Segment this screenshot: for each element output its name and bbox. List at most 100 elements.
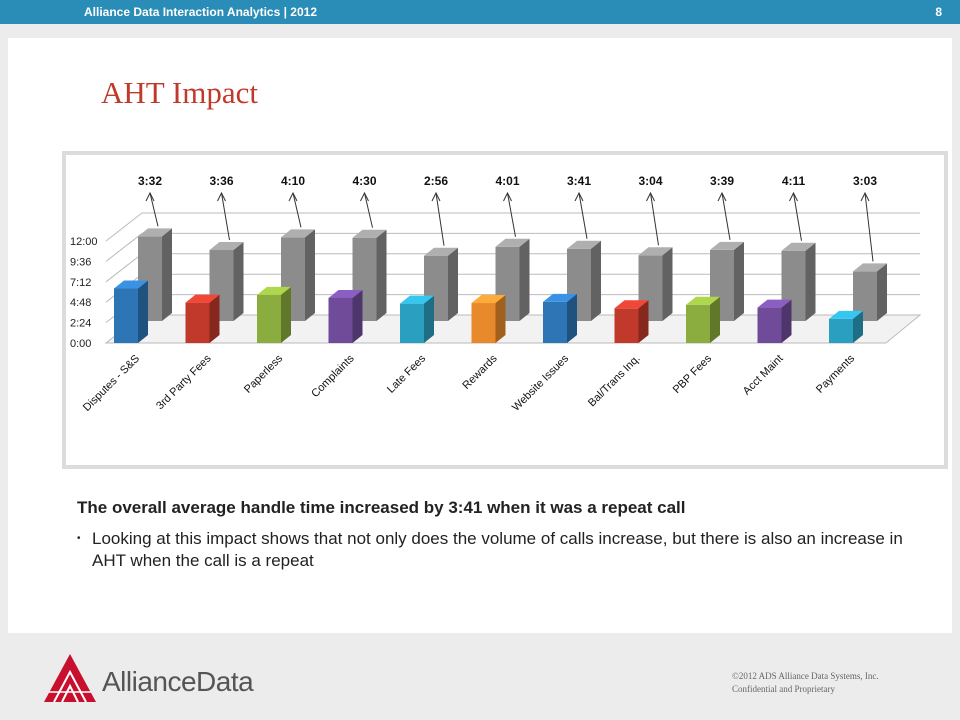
annotation-arrow <box>221 192 230 241</box>
bar-front-front <box>686 304 710 343</box>
bar-front-top <box>757 299 792 308</box>
annotation-arrow <box>793 192 802 241</box>
annotation-arrowhead <box>431 191 441 202</box>
annotation-arrowhead <box>717 191 727 202</box>
bar-front-top <box>185 294 220 303</box>
bar-front-top <box>686 296 720 305</box>
annotation-arrow <box>864 192 874 262</box>
bar-back-side <box>662 247 673 321</box>
bar-front-front <box>543 301 567 343</box>
header-bar: Alliance Data Interaction Analytics | 20… <box>0 0 960 24</box>
bar-front-front <box>400 303 424 343</box>
annotation-arrowhead <box>288 191 298 202</box>
bar-front-front <box>328 297 353 343</box>
chart-frame: 0:00 2:24 4:48 7:12 9:36 12:00 3:32 Disputes - … <box>62 151 948 469</box>
annotation-label: 3:39 <box>710 174 734 188</box>
x-tick-label: Bal/Trans Inq. <box>586 353 643 410</box>
bar-front-front <box>471 303 496 343</box>
annotation-label: 4:01 <box>495 174 519 188</box>
bar-front-side <box>781 299 792 343</box>
slide-body: The overall average handle time increase… <box>77 498 907 572</box>
bar-back-side <box>591 240 601 321</box>
bar-front-front <box>114 288 138 343</box>
slide-title: AHT Impact <box>101 75 258 110</box>
y-tick-label: 0:00 <box>70 338 91 350</box>
bar-front-side <box>424 295 434 343</box>
logo-text: AllianceData <box>102 666 254 697</box>
annotation-arrowhead <box>360 191 369 202</box>
y-tick-label: 2:24 <box>70 318 91 330</box>
annotation-arrow <box>721 192 731 240</box>
annotation-arrowhead <box>789 191 798 202</box>
bar-front-front <box>257 294 281 343</box>
bar-back-top <box>638 247 673 256</box>
grid-diagonal <box>105 253 143 283</box>
x-tick-label: 3rd Party Fees <box>154 352 214 412</box>
grid-diagonal <box>105 212 143 242</box>
bar-front-side <box>138 280 148 343</box>
annotation-label: 3:03 <box>853 174 877 188</box>
copyright: ©2012 ADS Alliance Data Systems, Inc. Co… <box>732 670 879 696</box>
annotation-arrow <box>435 192 445 246</box>
headline-text: The overall average handle time increase… <box>77 498 686 517</box>
bar-front-top <box>614 300 649 309</box>
bullet-item: • Looking at this impact shows that not … <box>77 528 907 572</box>
bar-front-top <box>543 293 577 302</box>
annotation-arrowhead <box>503 191 512 202</box>
x-tick-label: Paperless <box>242 352 285 395</box>
bar-back-side <box>805 242 816 321</box>
bar-front-side <box>495 295 506 343</box>
annotation-arrow <box>292 192 302 228</box>
header-title: Alliance Data Interaction Analytics | 20… <box>84 5 318 19</box>
bar-front-top <box>829 310 863 319</box>
bar-back-side <box>233 242 244 321</box>
x-tick-label: Payments <box>814 352 857 395</box>
bar-back-side <box>734 241 744 321</box>
bar-front-top <box>400 295 434 304</box>
annotation-arrowhead <box>145 191 155 202</box>
annotation-label: 3:32 <box>138 174 162 188</box>
bar-back-top <box>853 263 887 272</box>
bar-front-top <box>328 289 363 298</box>
bar-back-top <box>352 229 387 238</box>
page-number: 8 <box>935 5 942 19</box>
bar-front-top <box>257 286 291 295</box>
x-tick-label: Rewards <box>460 352 500 392</box>
x-tick-label: Acct Maint <box>741 353 786 398</box>
bar-front-side <box>710 296 720 343</box>
grid-diagonal <box>105 233 143 262</box>
copyright-line-2: Confidential and Proprietary <box>732 684 835 694</box>
bar-front-front <box>614 308 639 343</box>
annotation-arrowhead <box>574 191 584 202</box>
bar-front-front <box>185 302 210 343</box>
bar-front-side <box>281 286 291 343</box>
x-tick-label: Disputes - S&S <box>81 353 142 414</box>
bar-front-top <box>114 280 148 289</box>
bar-back-top <box>567 240 601 249</box>
bar-front-side <box>352 289 363 343</box>
logo-mark-icon <box>44 654 96 703</box>
annotation-label: 3:36 <box>209 174 233 188</box>
x-tick-label: Website Issues <box>510 352 571 413</box>
bar-back-side <box>519 238 530 321</box>
bar-back-side <box>305 229 315 321</box>
bar-back-side <box>376 229 387 321</box>
bar-back-side <box>448 247 458 321</box>
annotation-arrow <box>507 192 516 237</box>
copyright-line-1: ©2012 ADS Alliance Data Systems, Inc. <box>732 671 879 681</box>
annotation-label: 4:10 <box>281 174 305 188</box>
bar-front-front <box>757 307 782 343</box>
bar-front-side <box>853 310 863 343</box>
annotation-arrow <box>650 192 659 246</box>
bar-back-side <box>162 228 172 321</box>
bar-back-top <box>424 247 458 256</box>
annotation-arrowhead <box>860 191 870 202</box>
bar-front-side <box>209 294 220 343</box>
bar-back-top <box>781 242 816 251</box>
annotation-arrowhead <box>646 191 655 202</box>
bar-back-top <box>281 229 315 238</box>
annotation-arrow <box>364 192 373 228</box>
annotation-label: 3:41 <box>567 174 591 188</box>
annotation-label: 2:56 <box>424 174 448 188</box>
bar-back-top <box>710 241 744 250</box>
